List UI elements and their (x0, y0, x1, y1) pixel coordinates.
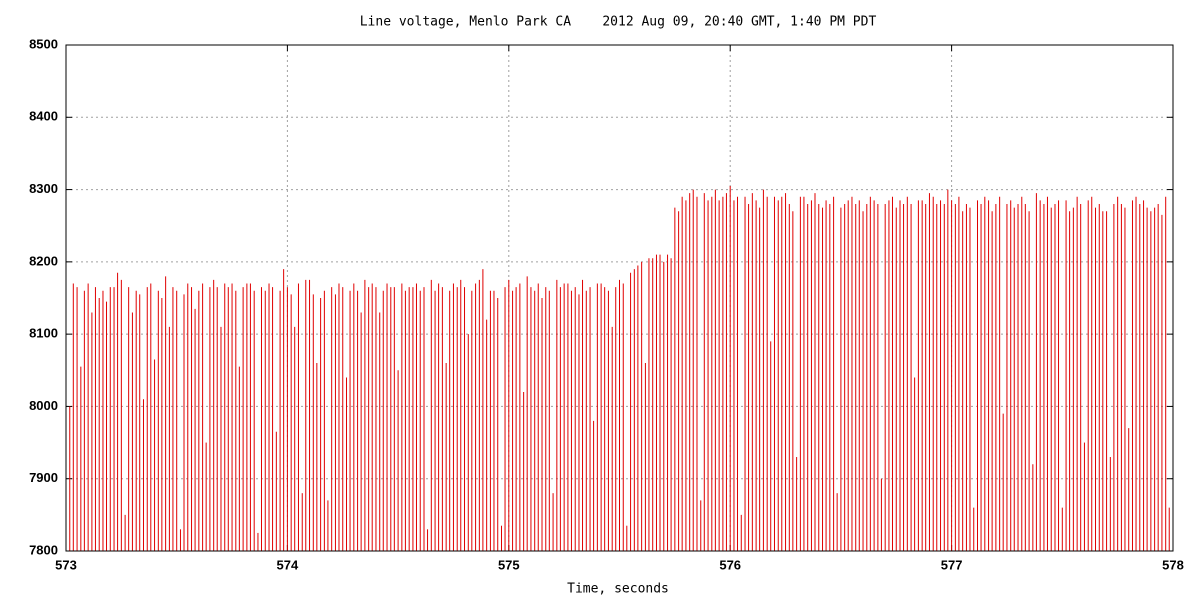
y-tick-label: 8200 (29, 253, 58, 268)
y-tick-label: 8300 (29, 181, 58, 196)
y-tick-label: 7900 (29, 470, 58, 485)
y-tick-label: 8400 (29, 109, 58, 124)
x-tick-label: 575 (498, 557, 520, 572)
plot-border (65, 44, 1174, 552)
y-tick-label: 8500 (29, 36, 58, 51)
x-tick-label: 574 (277, 557, 299, 572)
x-tick-label: 573 (55, 557, 77, 572)
x-axis-label: Time, seconds (567, 582, 669, 597)
y-tick-label: 8000 (29, 398, 58, 413)
chart-title: Line voltage, Menlo Park CA 2012 Aug 09,… (360, 15, 877, 30)
x-tick-label: 578 (1162, 557, 1184, 572)
x-tick-label: 577 (941, 557, 963, 572)
y-tick-label: 8100 (29, 326, 58, 341)
y-tick-label: 7800 (29, 542, 58, 557)
x-tick-label: 576 (719, 557, 741, 572)
